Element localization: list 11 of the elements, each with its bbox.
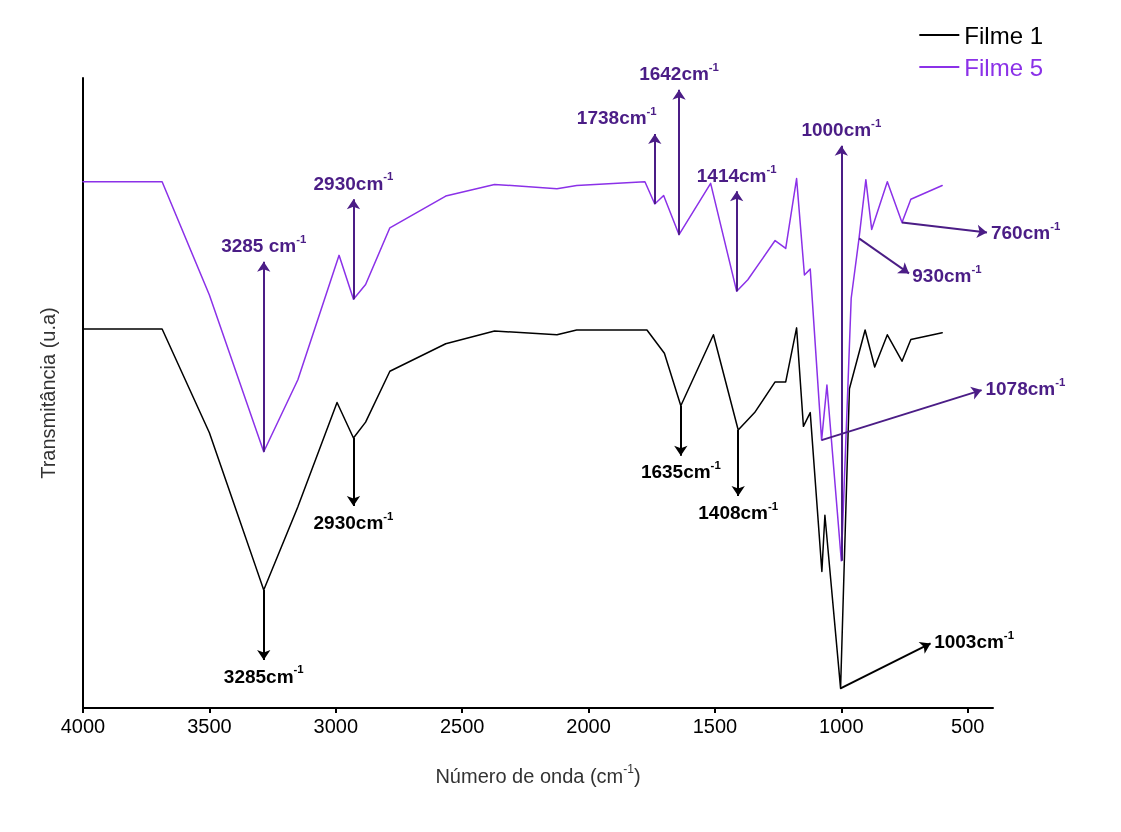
x-tick-label: 2500	[439, 715, 485, 737]
x-tick-label: 1500	[692, 715, 738, 737]
legend-label: Filme 1	[964, 21, 1044, 49]
x-tick-label: 4000	[60, 715, 106, 737]
x-tick-label: 500	[951, 715, 985, 737]
y-axis-title: Transmitância (u.a)	[37, 307, 59, 479]
x-tick-label: 2000	[566, 715, 611, 737]
x-tick-label: 1000	[819, 715, 864, 737]
legend-label: Filme 5	[964, 53, 1044, 81]
x-tick-label: 3000	[313, 715, 359, 737]
x-tick-label: 3500	[187, 715, 232, 737]
